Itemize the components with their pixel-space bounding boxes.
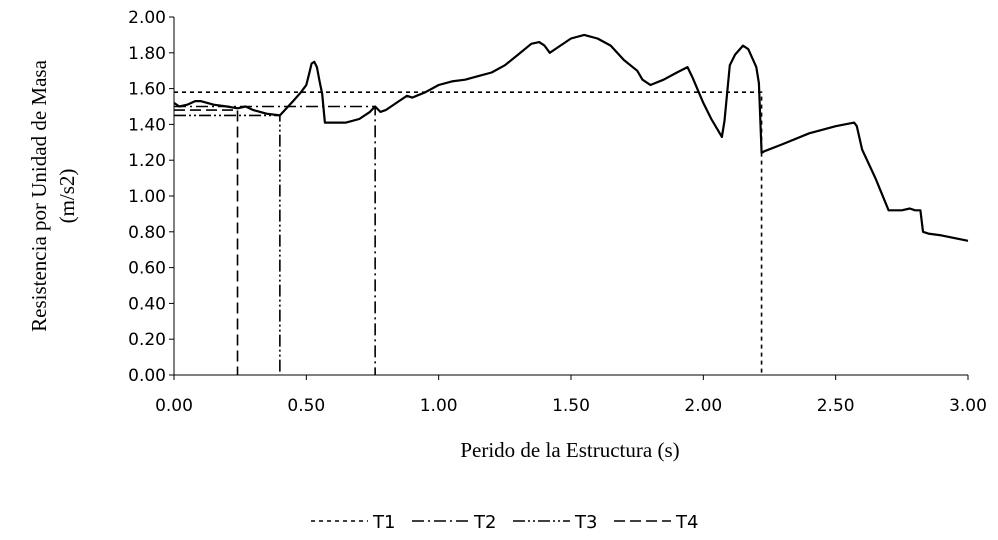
y-tick-label: 1.40 [128, 115, 166, 135]
spectrum-curve [173, 33, 969, 242]
legend-label-t2: T2 [473, 512, 496, 533]
x-tick-label: 3.00 [949, 396, 987, 416]
x-tick-label: 1.50 [552, 396, 590, 416]
series-t2-line [174, 105, 376, 375]
x-tick-label: 0.00 [155, 396, 193, 416]
x-axis-title: Perido de la Estructura (s) [460, 438, 679, 462]
legend-label-t4: T4 [675, 512, 698, 533]
legend-label-t1: T1 [372, 512, 395, 533]
series-t3-line [174, 114, 281, 375]
legend-label-t3: T3 [574, 512, 597, 533]
y-tick-label: 0.80 [128, 223, 166, 243]
y-tick-label: 1.80 [128, 44, 166, 64]
x-tick-label: 2.00 [684, 396, 722, 416]
y-tick-label: 1.60 [128, 80, 166, 100]
plot-area: 0.00 0.20 0.40 0.60 0.80 1.00 1.20 1.40 1.60 1.80… [128, 8, 987, 416]
y-tick-label: 0.40 [128, 294, 166, 314]
x-tick-label: 2.50 [817, 396, 855, 416]
y-tick-label: 2.00 [128, 8, 166, 28]
y-tick-label: 1.00 [128, 187, 166, 207]
y-axis-title-line-2: (m/s2) [55, 169, 79, 224]
x-tick-label: 1.00 [420, 396, 458, 416]
y-tick-label: 0.60 [128, 259, 166, 279]
series-t4-line [174, 109, 239, 375]
y-axis-title-line-1: Resistencia por Unidad de Masa [27, 59, 51, 331]
y-tick-label: 0.00 [128, 366, 166, 386]
y-tick-label: 0.20 [128, 330, 166, 350]
y-tick-label: 1.20 [128, 151, 166, 171]
x-tick-label: 0.50 [287, 396, 325, 416]
series-t1-line [174, 91, 763, 375]
legend: T1 T2 T3 T4 [311, 512, 698, 533]
